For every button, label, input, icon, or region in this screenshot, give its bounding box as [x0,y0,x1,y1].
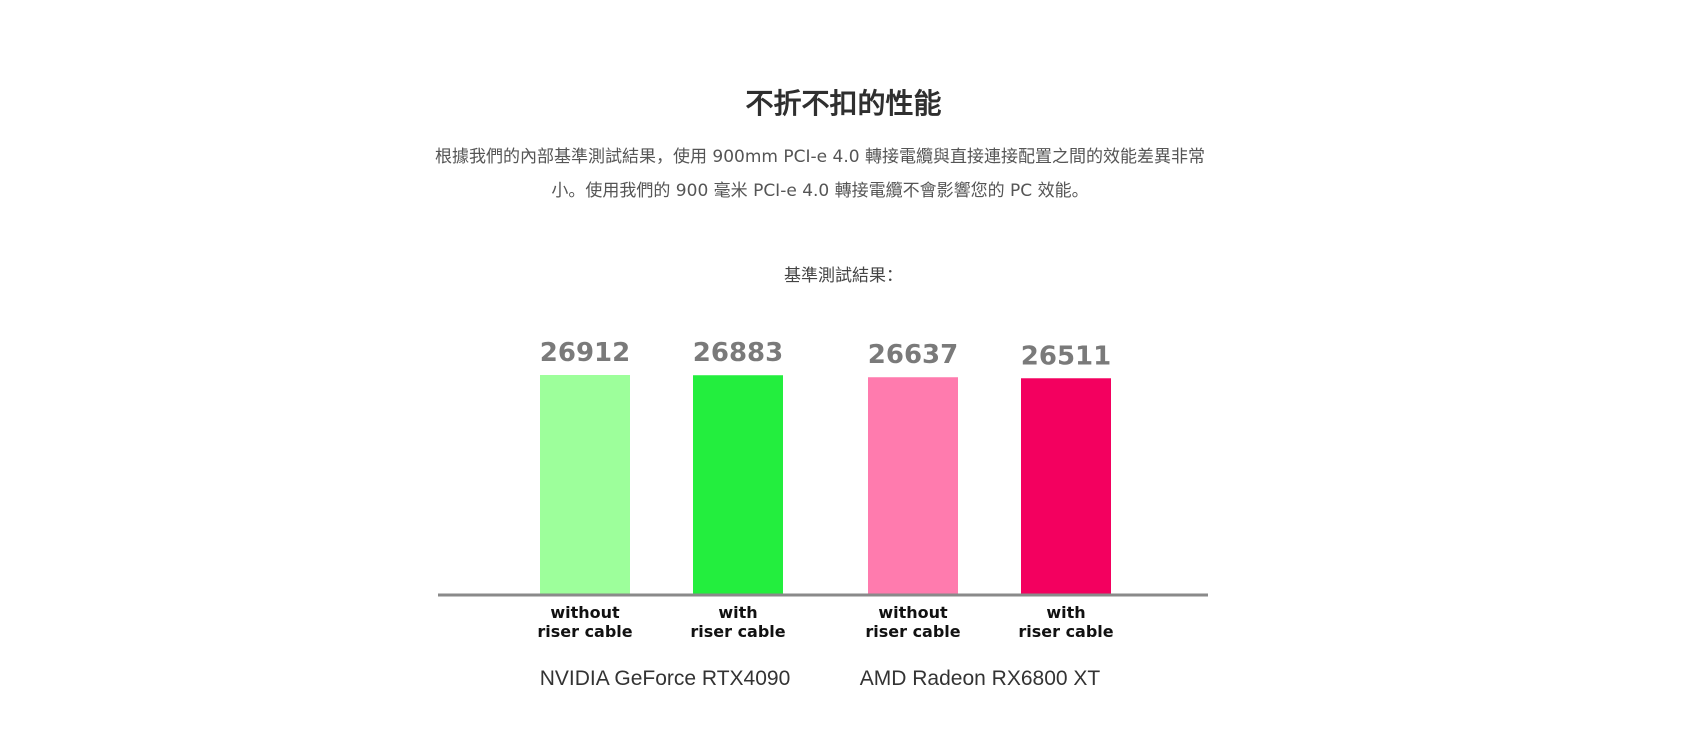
bar-category-label-3-line-1: without [878,603,948,622]
bar-value-label-3: 26637 [868,340,958,370]
bar-1 [540,375,630,594]
group-label-2: AMD Radeon RX6800 XT [860,667,1101,690]
description-text: 根據我們的內部基準測試結果，使用 900mm PCI-e 4.0 轉接電纜與直接… [380,140,1260,208]
bar-category-label-4-line-1: with [1046,603,1085,622]
bar-4 [1021,378,1111,594]
bar-value-label-4: 26511 [1021,341,1111,371]
bar-2 [693,375,783,594]
bar-value-label-1: 26912 [540,338,630,368]
bar-value-label-2: 26883 [693,338,783,368]
bar-category-label-2-line-2: riser cable [690,622,785,641]
bar-category-label-1-line-1: without [550,603,620,622]
bar-category-label-2-line-1: with [718,603,757,622]
page-title: 不折不扣的性能 [745,87,942,120]
bar-category-label-4-line-2: riser cable [1018,622,1113,641]
benchmark-results-heading: 基準測試結果： [784,266,903,286]
description-line-1: 根據我們的內部基準測試結果，使用 900mm PCI-e 4.0 轉接電纜與直接… [435,147,1205,167]
bar-category-label-1-line-2: riser cable [537,622,632,641]
group-label-1: NVIDIA GeForce RTX4090 [540,667,791,690]
bar-3 [868,377,958,594]
description-line-2: 小。使用我們的 900 毫米 PCI-e 4.0 轉接電纜不會影響您的 PC 效… [551,181,1089,201]
bar-category-label-3-line-2: riser cable [865,622,960,641]
